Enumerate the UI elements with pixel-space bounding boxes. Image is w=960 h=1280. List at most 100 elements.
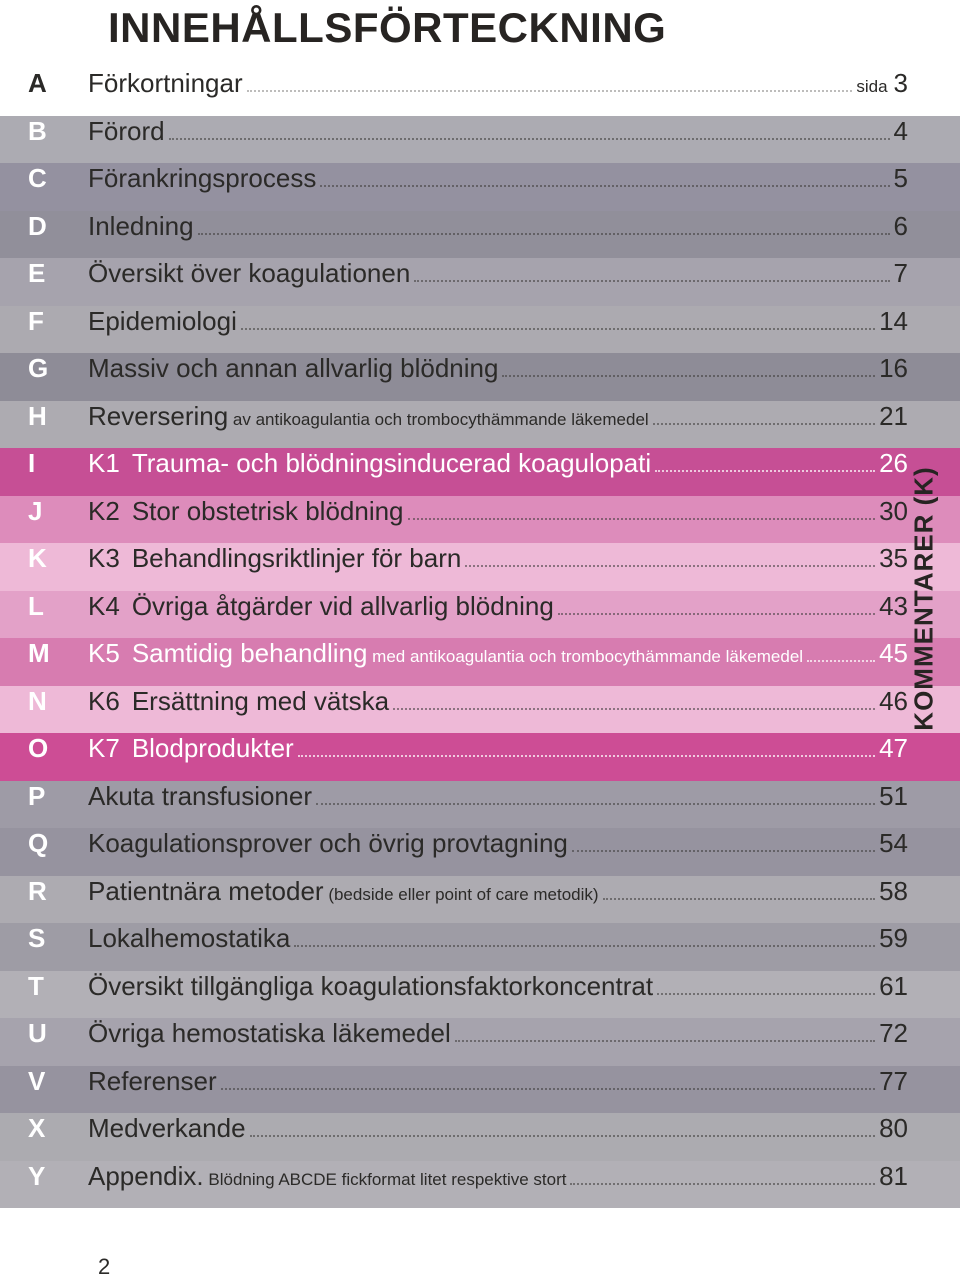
dot-leader xyxy=(603,898,876,900)
toc-letter: S xyxy=(28,923,88,954)
toc-row: BFörord4 xyxy=(0,116,960,164)
toc-entry-title: Förkortningar xyxy=(88,68,243,99)
toc-letter: A xyxy=(28,68,88,99)
toc-entry-title-text: Samtidig behandling xyxy=(132,638,368,668)
toc-page-number: 6 xyxy=(894,211,908,242)
dot-leader xyxy=(414,280,889,282)
toc-page-value: 3 xyxy=(894,68,908,98)
dot-leader xyxy=(657,993,875,995)
toc-letter: F xyxy=(28,306,88,337)
toc-page-number: 54 xyxy=(879,828,908,859)
toc-entry-title-text: Förankringsprocess xyxy=(88,163,316,193)
toc-entry-title: K4Övriga åtgärder vid allvarlig blödning xyxy=(88,591,554,622)
toc-entry: K3Behandlingsriktlinjer för barn35 xyxy=(88,543,908,574)
page-title: INNEHÅLLSFÖRTECKNING xyxy=(108,4,960,52)
toc-page-value: 51 xyxy=(879,781,908,811)
toc-page-value: 61 xyxy=(879,971,908,1001)
toc-letter: I xyxy=(28,448,88,479)
toc-page-value: 35 xyxy=(879,543,908,573)
toc-entry-title-text: Koagulationsprover och övrig provtagning xyxy=(88,828,568,858)
toc-entry-title: Översikt över koagulationen xyxy=(88,258,410,289)
toc-page-number: 46 xyxy=(879,686,908,717)
toc-entry-title-text: Inledning xyxy=(88,211,194,241)
dot-leader xyxy=(455,1040,875,1042)
toc-entry-title-text: Blodprodukter xyxy=(132,733,294,763)
toc-entry-note: (bedside eller point of care metodik) xyxy=(324,885,599,904)
toc-page-number: 45 xyxy=(879,638,908,669)
toc-letter: Q xyxy=(28,828,88,859)
dot-leader xyxy=(316,803,875,805)
page-header: INNEHÅLLSFÖRTECKNING xyxy=(0,0,960,68)
toc-page-number: 80 xyxy=(879,1113,908,1144)
toc-page-value: 43 xyxy=(879,591,908,621)
toc-entry-title-text: Övriga åtgärder vid allvarlig blödning xyxy=(132,591,554,621)
toc-entry: Patientnära metoder (bedside eller point… xyxy=(88,876,908,907)
toc-entry-title-text: Epidemiologi xyxy=(88,306,237,336)
dot-leader xyxy=(298,755,875,757)
toc-page-number: 26 xyxy=(879,448,908,479)
toc-entry-title-text: Referenser xyxy=(88,1066,217,1096)
toc-letter: O xyxy=(28,733,88,764)
toc-entry-title: Inledning xyxy=(88,211,194,242)
toc-page-value: 6 xyxy=(894,211,908,241)
toc-page-value: 58 xyxy=(879,876,908,906)
toc-page-number: sida3 xyxy=(856,68,908,99)
toc-entry-title-text: Behandlingsriktlinjer för barn xyxy=(132,543,462,573)
dot-leader xyxy=(807,660,875,662)
toc-entry-title: K1Trauma- och blödningsinducerad koagulo… xyxy=(88,448,651,479)
toc-row: PAkuta transfusioner51 xyxy=(0,781,960,829)
dot-leader xyxy=(198,233,890,235)
toc-page-value: 77 xyxy=(879,1066,908,1096)
toc-page-value: 59 xyxy=(879,923,908,953)
dot-leader xyxy=(393,708,875,710)
toc-entry-title: Översikt tillgängliga koagulationsfaktor… xyxy=(88,971,653,1002)
toc-row: AFörkortningar sida3 xyxy=(0,68,960,116)
toc-kcode: K2 xyxy=(88,496,120,526)
toc-row: KK3Behandlingsriktlinjer för barn35 xyxy=(0,543,960,591)
toc-page-number: 81 xyxy=(879,1161,908,1192)
toc-page-number: 61 xyxy=(879,971,908,1002)
toc-entry-note: av antikoagulantia och trombocythämmande… xyxy=(228,410,649,429)
toc-entry: K4Övriga åtgärder vid allvarlig blödning… xyxy=(88,591,908,622)
dot-leader xyxy=(408,518,876,520)
toc-page-number: 77 xyxy=(879,1066,908,1097)
toc-entry-title: Epidemiologi xyxy=(88,306,237,337)
toc-entry-title-text: Appendix. xyxy=(88,1161,204,1191)
toc-entry: Massiv och annan allvarlig blödning16 xyxy=(88,353,908,384)
toc-entry-title: Akuta transfusioner xyxy=(88,781,312,812)
toc-letter: R xyxy=(28,876,88,907)
toc-page-value: 30 xyxy=(879,496,908,526)
page-number: 2 xyxy=(0,1208,960,1280)
toc-page-value: 81 xyxy=(879,1161,908,1191)
toc-page-number: 21 xyxy=(879,401,908,432)
toc-entry: Akuta transfusioner 51 xyxy=(88,781,908,812)
toc-entry-title: Reversering av antikoagulantia och tromb… xyxy=(88,401,649,432)
toc-entry: K1Trauma- och blödningsinducerad koagulo… xyxy=(88,448,908,479)
toc-letter: N xyxy=(28,686,88,717)
toc-row: HReversering av antikoagulantia och trom… xyxy=(0,401,960,449)
toc-entry: K2Stor obstetrisk blödning30 xyxy=(88,496,908,527)
toc-page-value: 26 xyxy=(879,448,908,478)
toc-letter: D xyxy=(28,211,88,242)
toc-row: VReferenser77 xyxy=(0,1066,960,1114)
toc-row: UÖvriga hemostatiska läkemedel72 xyxy=(0,1018,960,1066)
toc-entry-title-text: Lokalhemostatika xyxy=(88,923,290,953)
toc-page-number: 30 xyxy=(879,496,908,527)
toc-row: TÖversikt tillgängliga koagulationsfakto… xyxy=(0,971,960,1019)
toc-entry: K7Blodprodukter47 xyxy=(88,733,908,764)
toc-entry-title: Förord xyxy=(88,116,165,147)
toc-entry-title: Koagulationsprover och övrig provtagning xyxy=(88,828,568,859)
toc-page-value: 16 xyxy=(879,353,908,383)
toc-page-number: 4 xyxy=(894,116,908,147)
toc-letter: M xyxy=(28,638,88,669)
toc-entry: Referenser 77 xyxy=(88,1066,908,1097)
toc-row: DInledning 6 xyxy=(0,211,960,259)
toc-page-value: 54 xyxy=(879,828,908,858)
toc-page-number: 5 xyxy=(894,163,908,194)
dot-leader xyxy=(465,565,875,567)
toc-entry-note: med antikoagulantia och trombocythämmand… xyxy=(367,647,803,666)
toc-entry-title: Referenser xyxy=(88,1066,217,1097)
toc-row: CFörankringsprocess5 xyxy=(0,163,960,211)
toc-entry-title-text: Akuta transfusioner xyxy=(88,781,312,811)
toc-page-number: 35 xyxy=(879,543,908,574)
